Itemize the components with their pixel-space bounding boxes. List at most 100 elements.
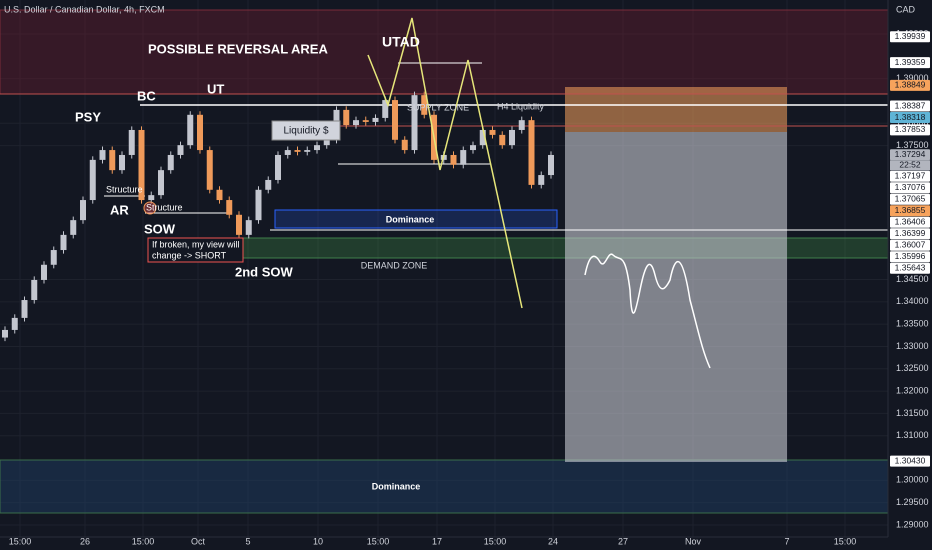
x-tick-label: 26 — [80, 536, 90, 546]
price-tag-label: 1.30430 — [895, 455, 926, 465]
candle-body — [353, 120, 359, 126]
y-tick-label: 1.29500 — [896, 497, 929, 507]
liquidity-box — [271, 120, 341, 141]
candle-body — [343, 109, 350, 126]
candle-body — [294, 150, 301, 152]
price-tag — [890, 170, 930, 182]
price-tags: 1.39939 1.39359 1.38849 1.38387 1.38318 1.378… — [890, 31, 930, 467]
candle-body — [226, 200, 233, 215]
chart-title: U.S. Dollar / Canadian Dollar, 4h, FXCM — [4, 4, 165, 14]
price-tag-label: 1.37853 — [895, 124, 926, 134]
annotation: Structure — [146, 202, 183, 212]
annotation: If broken, my view will — [152, 239, 240, 249]
x-tick-label: 7 — [784, 536, 789, 546]
candle-body — [362, 120, 369, 122]
annotation: 2nd SOW — [235, 264, 294, 279]
candle-body — [128, 129, 135, 155]
candle-body — [206, 150, 213, 190]
annotation: SUPPLY ZONE — [407, 102, 469, 112]
candle-body — [2, 329, 8, 338]
candle-body — [528, 120, 535, 185]
x-tick-label: 15:00 — [9, 536, 32, 546]
price-tag-label: 1.38849 — [895, 80, 926, 90]
note-box — [147, 237, 244, 263]
y-tick-label: 1.34000 — [896, 296, 929, 306]
annotation: Structure — [106, 184, 143, 194]
price-tag — [890, 100, 930, 112]
x-axis: 15:00 26 15:00 Oct 5 10 15:00 17 15:00 24 27 Nov 7 15… — [9, 536, 857, 546]
price-tag — [890, 262, 930, 274]
candle-body — [489, 129, 496, 135]
price-tag-label: 1.39939 — [895, 31, 926, 41]
y-tick-label: 1.32500 — [896, 363, 929, 373]
annotation: H4 Liquidity — [497, 101, 545, 111]
candle-body — [167, 154, 174, 171]
price-tag-label: 1.37076 — [895, 182, 926, 192]
candle-body — [323, 139, 330, 146]
price-tag — [890, 182, 930, 194]
candle-body — [177, 145, 184, 155]
candle-body — [411, 95, 418, 151]
candle-body — [60, 234, 67, 251]
countdown-box — [890, 160, 930, 171]
price-tag — [890, 205, 930, 217]
candle-body — [187, 114, 194, 146]
price-tag — [890, 112, 930, 124]
candle-body — [21, 300, 28, 318]
y-tick-label: 1.31500 — [896, 408, 929, 418]
candle-body — [518, 120, 525, 130]
x-tick-label: 15:00 — [834, 536, 857, 546]
annotation: Dominance — [372, 481, 421, 491]
candle-body — [216, 189, 223, 201]
candle-body — [372, 117, 379, 122]
projection-path — [584, 253, 711, 369]
annotation: Liquidity $ — [283, 126, 328, 137]
price-tag-label: 1.38318 — [895, 112, 926, 122]
price-tag — [890, 124, 930, 136]
annotation: Dominance — [386, 214, 435, 224]
candle-body — [109, 150, 116, 171]
price-tag — [890, 79, 930, 91]
price-tag-label: 1.37197 — [895, 171, 926, 181]
price-tag-label: 1.36855 — [895, 205, 926, 215]
price-tag-label: 1.38387 — [895, 100, 926, 110]
annotation: PSY — [75, 109, 101, 124]
candle-body — [450, 154, 457, 165]
x-tick-label: 5 — [245, 536, 250, 546]
candle-body — [460, 150, 467, 165]
price-tag — [890, 193, 930, 205]
price-tag-label: 1.37065 — [895, 194, 926, 204]
y-tick-label: 1.32000 — [896, 385, 929, 395]
reversal-zone — [0, 9, 889, 95]
candle-body — [31, 279, 38, 301]
candle-body — [138, 129, 145, 201]
annotation: AR — [110, 202, 129, 217]
price-tag-label: 1.36007 — [895, 240, 926, 250]
candle-body — [99, 150, 106, 160]
y-tick-label: 1.29000 — [896, 519, 929, 529]
candle-body — [245, 220, 252, 235]
y-tick-label: 1.33000 — [896, 341, 929, 351]
candle-body — [421, 95, 428, 115]
price-tag — [890, 149, 930, 161]
candle-body — [392, 100, 398, 140]
price-tag — [890, 57, 930, 69]
price-tag-label: 1.36399 — [895, 228, 926, 238]
price-tag-label: 1.39359 — [895, 57, 926, 67]
x-tick-label: Nov — [685, 536, 702, 546]
price-tag — [890, 31, 930, 43]
candle-body — [11, 317, 18, 330]
annotation: POSSIBLE REVERSAL AREA — [148, 41, 328, 56]
price-tag-label: 1.36406 — [895, 217, 926, 227]
candle-body — [509, 129, 515, 146]
annotation: change -> SHORT — [152, 250, 227, 260]
candle-body — [80, 200, 86, 221]
y-tick-label: 1.34500 — [896, 274, 929, 284]
candle-body — [304, 150, 311, 152]
candle-body — [255, 189, 262, 221]
candle-body — [479, 129, 486, 146]
candle-body — [314, 145, 320, 151]
candle-body — [119, 154, 125, 171]
candle-body — [148, 195, 155, 201]
